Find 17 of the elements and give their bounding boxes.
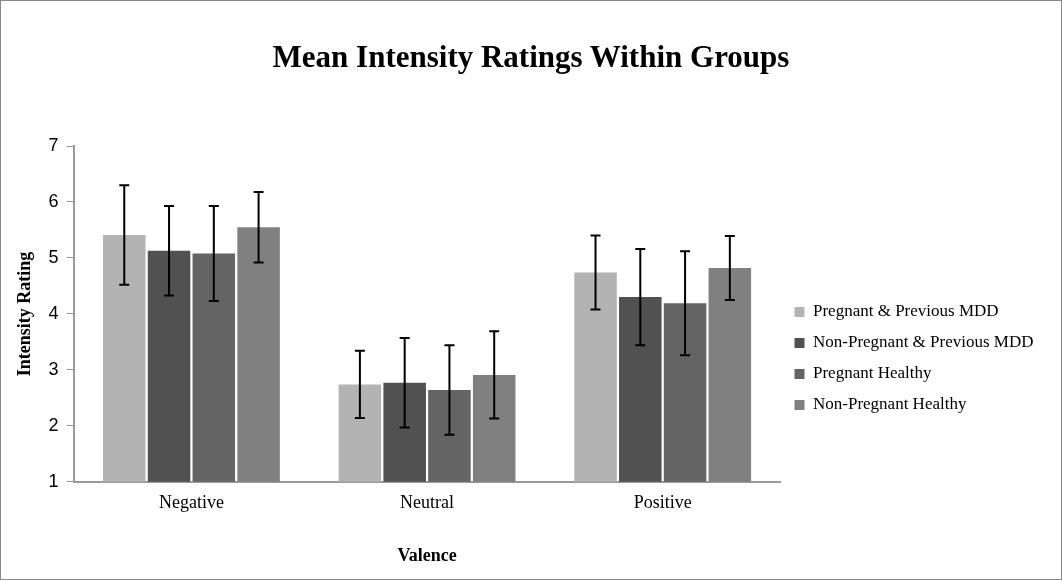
y-tick-label: 4 bbox=[48, 302, 59, 323]
y-axis-title: Intensity Rating bbox=[14, 251, 35, 377]
y-tick-label: 1 bbox=[48, 470, 59, 491]
x-tick-label: Positive bbox=[633, 492, 692, 513]
legend-label: Non-Pregnant & Previous MDD bbox=[813, 332, 1034, 352]
x-axis-title: Valence bbox=[397, 544, 457, 565]
y-tick-label: 5 bbox=[48, 246, 59, 267]
y-tick-label: 2 bbox=[48, 414, 59, 435]
x-tick-label: Neutral bbox=[400, 492, 455, 513]
y-tick-label: 7 bbox=[48, 134, 59, 155]
legend-label: Non-Pregnant Healthy bbox=[813, 394, 967, 414]
legend-label: Pregnant & Previous MDD bbox=[813, 301, 999, 321]
legend-label: Pregnant Healthy bbox=[813, 363, 932, 383]
y-tick-label: 6 bbox=[48, 190, 59, 211]
y-tick-label: 3 bbox=[48, 358, 59, 379]
chart-title: Mean Intensity Ratings Within Groups bbox=[271, 39, 791, 75]
x-tick-label: Negative bbox=[158, 492, 224, 513]
